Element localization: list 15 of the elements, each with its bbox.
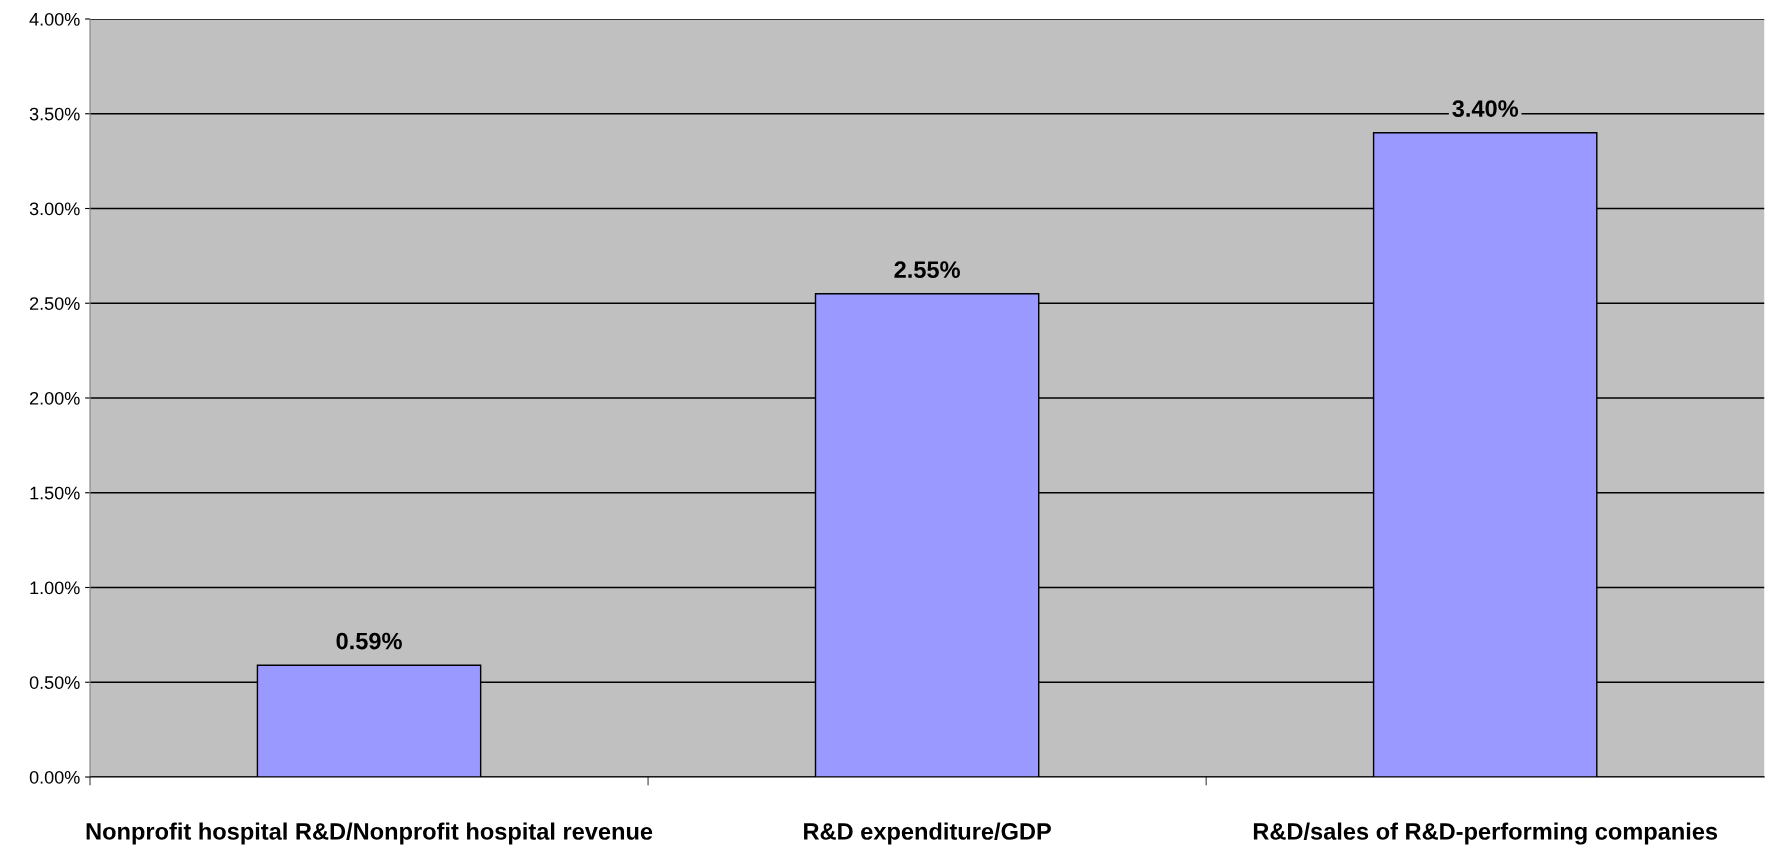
y-tick-label: 3.50%: [29, 107, 80, 121]
y-tick-label: 1.50%: [30, 486, 80, 500]
x-tick-label: R&D/sales of R&D-performing companies: [1253, 822, 1718, 845]
y-tick-label: 0.00%: [29, 770, 80, 784]
y-tick-label: 1.00%: [30, 581, 80, 595]
y-tick-label: 4.00%: [29, 12, 80, 26]
data-label: 3.40%: [1452, 100, 1519, 117]
x-tick-label: R&D expenditure/GDP: [804, 822, 1051, 845]
y-tick-label: 3.00%: [29, 202, 80, 216]
x-tick-label: Nonprofit hospital R&D/Nonprofit hospital revenue: [86, 822, 653, 845]
y-tick-label: 2.00%: [29, 391, 80, 405]
y-tick-label: 0.50%: [29, 676, 80, 689]
data-label: 2.55%: [894, 261, 960, 278]
data-label: 0.59%: [336, 632, 402, 650]
y-tick-label: 2.50%: [29, 297, 80, 310]
